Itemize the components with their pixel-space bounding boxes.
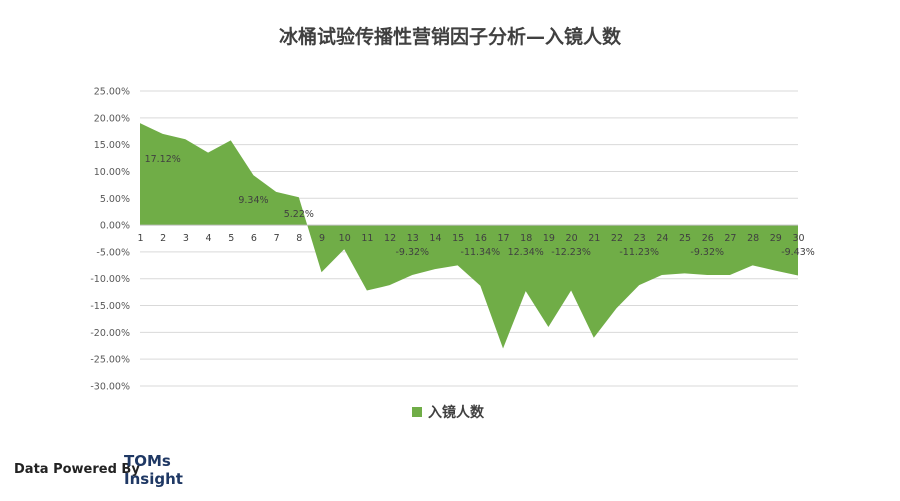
- x-tick-label: 12: [384, 233, 396, 244]
- y-tick-label: -30.00%: [90, 382, 130, 393]
- x-tick-label: 2: [160, 233, 166, 244]
- legend-label: 入镜人数: [428, 405, 484, 421]
- y-tick-label: -20.00%: [90, 328, 130, 339]
- brand-line-2: Insight: [124, 470, 183, 488]
- y-tick-label: 5.00%: [100, 194, 130, 205]
- x-tick-label: 3: [183, 233, 189, 244]
- x-tick-label: 19: [543, 233, 555, 244]
- x-tick-label: 23: [634, 233, 646, 244]
- x-tick-label: 7: [274, 233, 280, 244]
- x-tick-label: 16: [475, 233, 487, 244]
- x-tick-label: 15: [452, 233, 464, 244]
- y-tick-label: 15.00%: [94, 140, 130, 151]
- x-tick-label: 10: [339, 233, 351, 244]
- brand-logo: TOMs Insight: [124, 452, 183, 488]
- legend-swatch: [412, 407, 422, 417]
- data-label: -11.23%: [619, 247, 659, 258]
- x-tick-label: 25: [679, 233, 691, 244]
- y-tick-label: 20.00%: [94, 113, 130, 124]
- data-powered-by-text: Data Powered By: [14, 462, 140, 477]
- x-tick-label: 20: [566, 233, 578, 244]
- x-tick-label: 24: [656, 233, 668, 244]
- y-tick-label: -25.00%: [90, 355, 130, 366]
- y-tick-label: -15.00%: [90, 301, 130, 312]
- x-tick-label: 21: [588, 233, 600, 244]
- x-tick-label: 18: [520, 233, 532, 244]
- legend: 入镜人数: [412, 402, 484, 422]
- x-tick-label: 29: [770, 233, 782, 244]
- y-tick-label: 0.00%: [100, 221, 130, 232]
- x-tick-label: 27: [724, 233, 736, 244]
- chart-title: 冰桶试验传播性营销因子分析—入镜人数: [278, 26, 621, 48]
- data-label: -12.23%: [551, 247, 591, 258]
- data-label: 17.12%: [145, 154, 181, 165]
- x-tick-label: 28: [747, 233, 759, 244]
- x-tick-label: 30: [792, 233, 804, 244]
- y-tick-label: 25.00%: [94, 87, 130, 98]
- x-tick-label: 5: [228, 233, 234, 244]
- x-tick-label: 14: [429, 233, 441, 244]
- x-tick-label: 17: [497, 233, 509, 244]
- series-area: [140, 123, 798, 349]
- x-tick-label: 13: [407, 233, 419, 244]
- data-label: 12.34%: [508, 247, 544, 258]
- data-label: -9.32%: [395, 247, 429, 258]
- data-label: -9.32%: [690, 247, 724, 258]
- y-tick-label: 10.00%: [94, 167, 130, 178]
- brand-line-1: TOMs: [124, 452, 171, 470]
- x-tick-label: 9: [319, 233, 325, 244]
- data-label: 9.34%: [238, 195, 268, 206]
- y-tick-label: -10.00%: [90, 274, 130, 285]
- x-tick-label: 8: [296, 233, 302, 244]
- x-tick-label: 1: [137, 233, 143, 244]
- data-label: -11.34%: [461, 247, 501, 258]
- y-tick-label: -5.00%: [96, 247, 130, 258]
- data-label: 5.22%: [284, 209, 314, 220]
- x-tick-label: 11: [361, 233, 373, 244]
- x-tick-label: 4: [206, 233, 212, 244]
- x-tick-label: 22: [611, 233, 623, 244]
- x-tick-label: 6: [251, 233, 257, 244]
- x-tick-label: 26: [702, 233, 714, 244]
- data-label: -9.43%: [781, 247, 815, 258]
